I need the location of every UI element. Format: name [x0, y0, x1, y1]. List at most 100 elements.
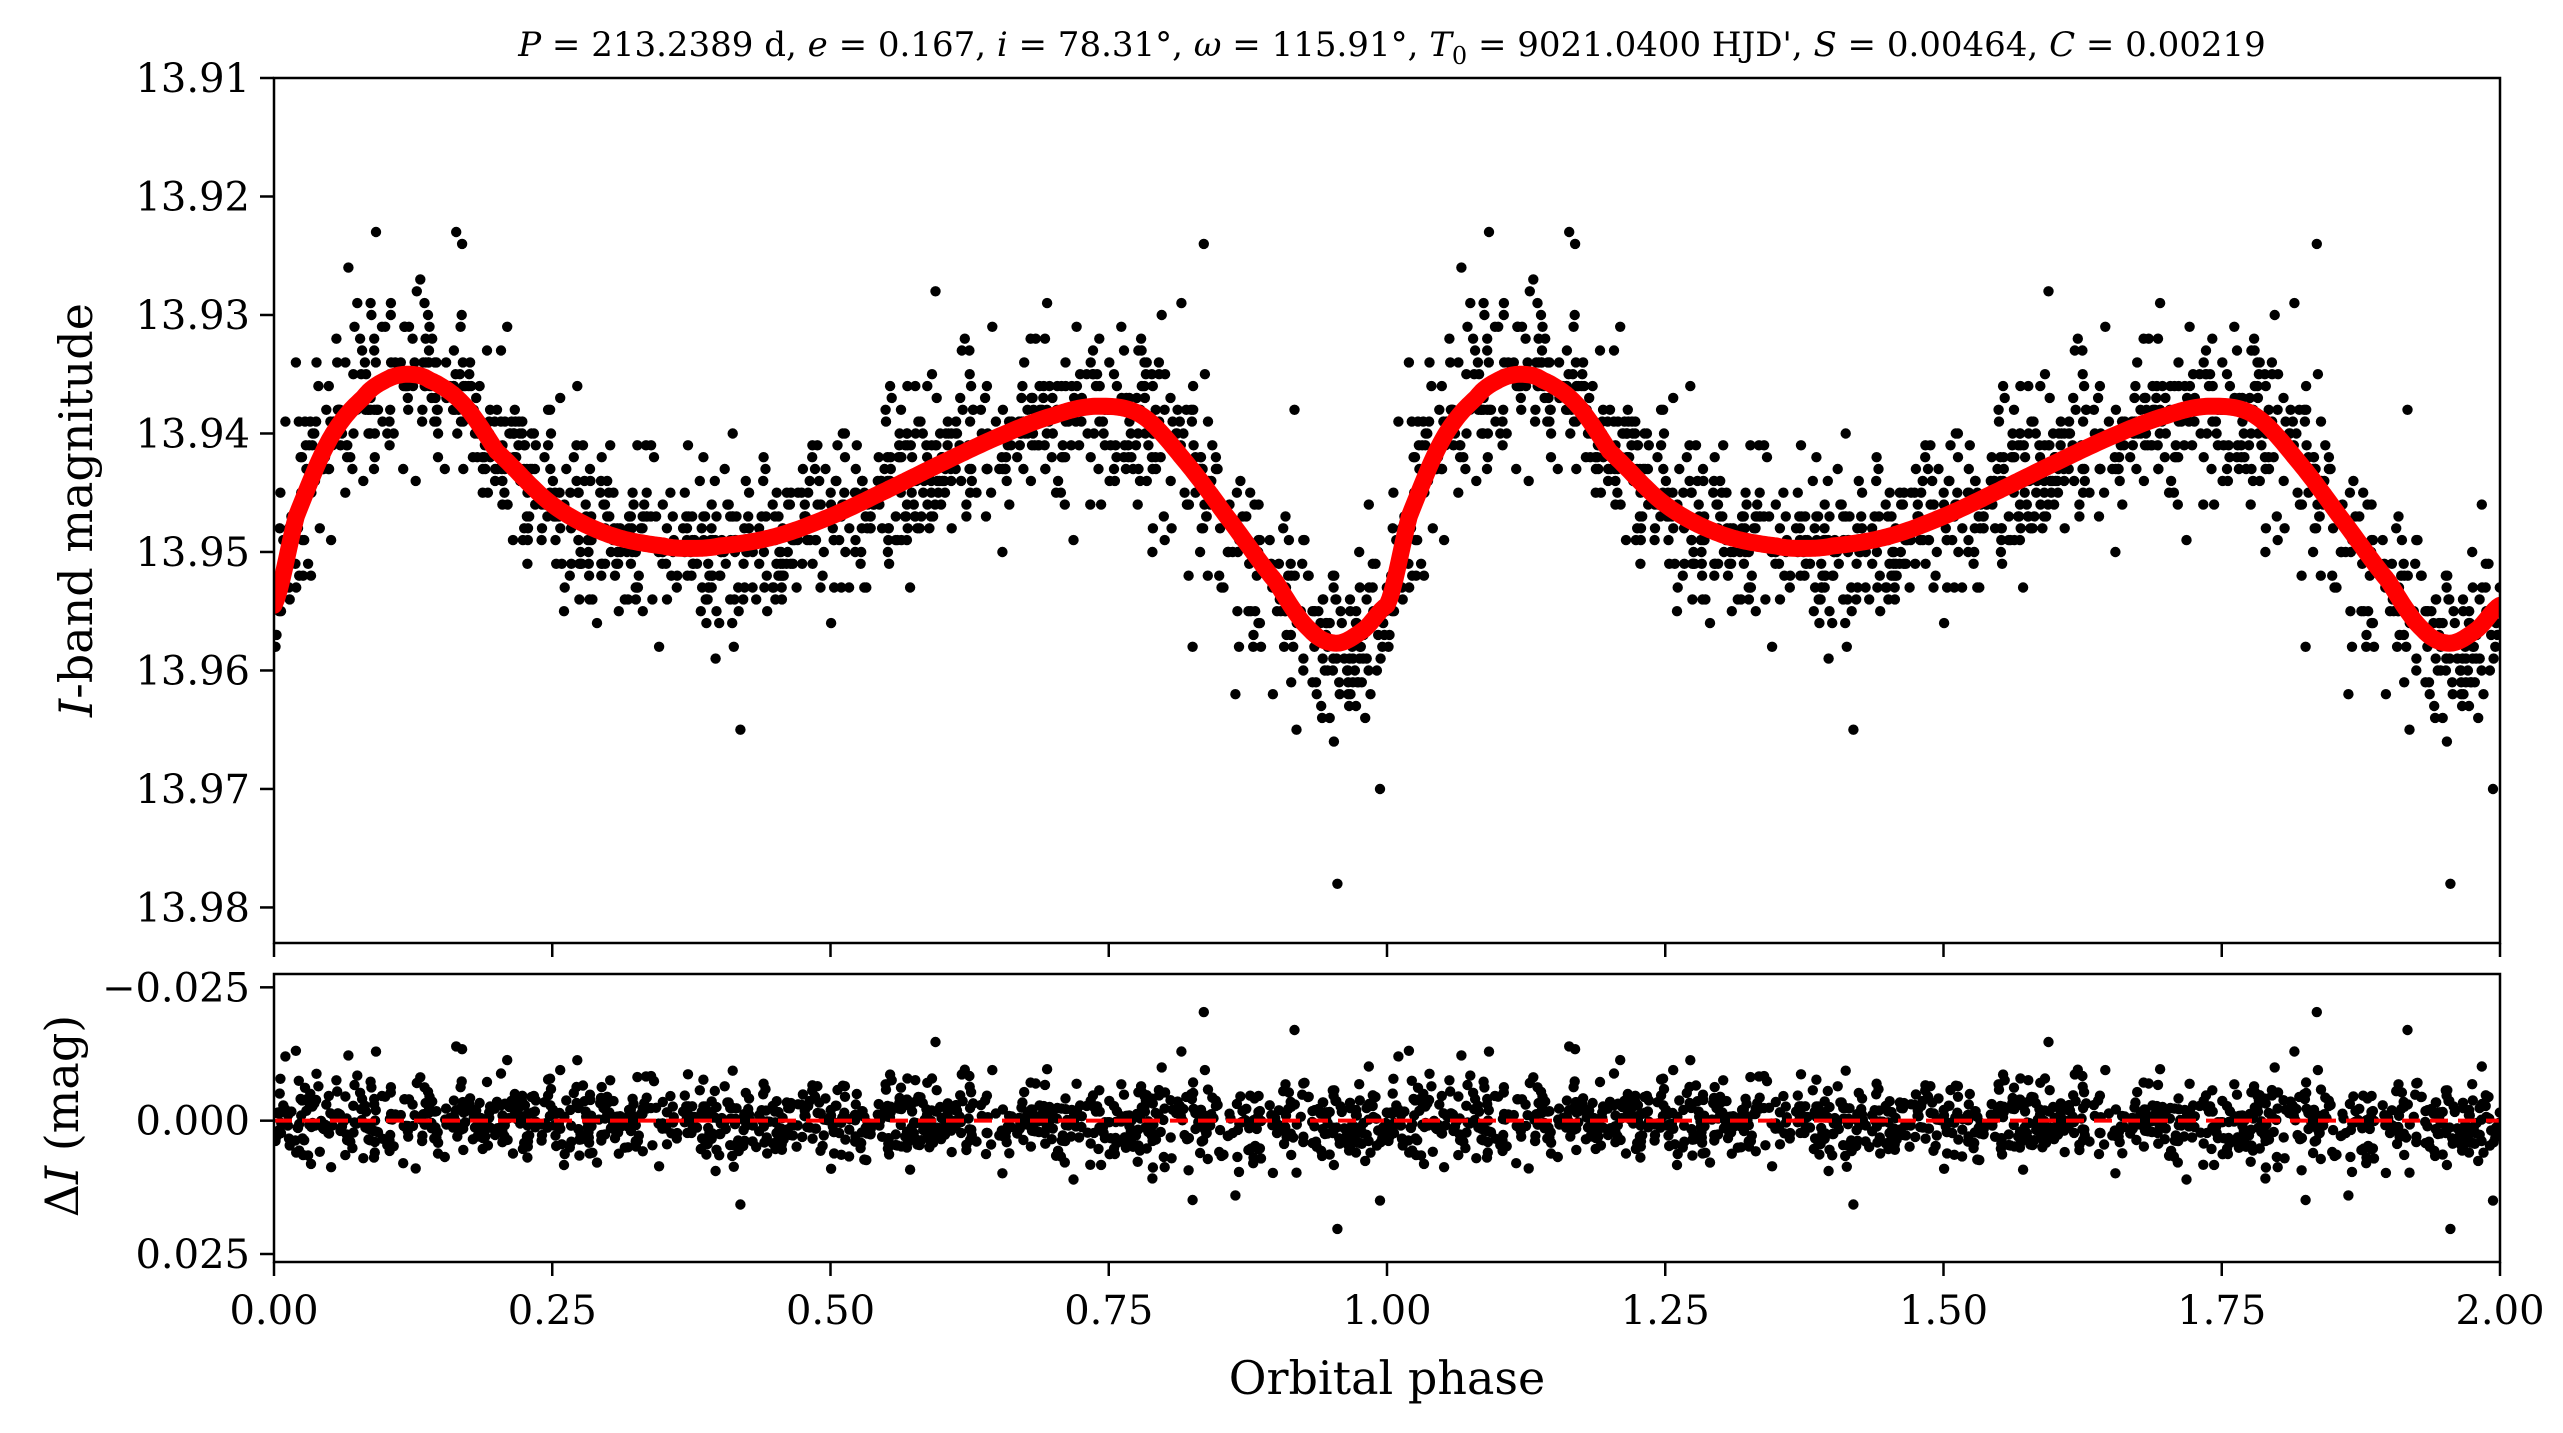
observation-point [1363, 499, 1375, 510]
observation-point [2074, 499, 2085, 510]
residual-point [1545, 1137, 1557, 1149]
observation-point [950, 416, 962, 427]
residual-point [1456, 1050, 1467, 1061]
observation-point [427, 333, 438, 344]
residual-point [1814, 1149, 1825, 1160]
title-t-value: = 9021.0400 HJD', [1467, 25, 1813, 65]
observation-point [340, 487, 351, 498]
observation-point [1996, 558, 2008, 569]
observation-point [901, 499, 913, 510]
residual-point [1512, 1094, 1523, 1105]
observation-point [696, 523, 707, 534]
observation-point [2070, 404, 2081, 415]
observation-point [1622, 404, 1634, 415]
residual-point [1513, 1120, 1525, 1132]
observation-point [370, 226, 382, 238]
residual-point [385, 1129, 396, 1141]
residual-point [2278, 1132, 2289, 1143]
observation-point [1482, 333, 1493, 344]
residual-point [1198, 1006, 1210, 1018]
residual-point [333, 1108, 344, 1120]
observation-point [2017, 582, 2029, 593]
observation-point [828, 582, 840, 593]
residual-point [1111, 1106, 1123, 1117]
observation-point [1686, 534, 1697, 546]
observation-point [661, 523, 673, 534]
residual-point [398, 1158, 409, 1169]
residual-point [2172, 1157, 2183, 1168]
observation-point [583, 558, 594, 569]
residual-point [1255, 1153, 1267, 1164]
residual-point [1030, 1078, 1041, 1089]
observation-point [1218, 582, 1229, 593]
observation-point [554, 487, 565, 498]
observation-point [1660, 475, 1672, 487]
observation-point [926, 369, 938, 380]
residual-point [1297, 1089, 1308, 1100]
observation-point [1522, 357, 1533, 368]
observation-point [2229, 321, 2240, 332]
residual-point [2186, 1132, 2198, 1143]
residual-point [518, 1100, 530, 1111]
observation-point [738, 594, 749, 605]
observation-point [997, 463, 1008, 475]
observation-point [1328, 653, 1339, 664]
residual-point [1780, 1101, 1792, 1112]
residual-point [1351, 1104, 1362, 1116]
residual-point [565, 1104, 576, 1116]
residual-point [1244, 1123, 1255, 1134]
residual-point [851, 1088, 862, 1100]
observation-point [2110, 463, 2121, 475]
observation-point [706, 499, 717, 510]
residual-point [1664, 1140, 1675, 1152]
observation-point [2168, 487, 2180, 498]
observation-point [1774, 523, 1786, 534]
residual-point [1584, 1105, 1595, 1116]
observation-point [883, 534, 894, 546]
observation-point [836, 582, 847, 593]
residual-point [997, 1168, 1008, 1179]
residual-point [2181, 1110, 2193, 1121]
residual-point [506, 1095, 517, 1107]
residual-point [2476, 1098, 2488, 1110]
residual-point [1139, 1101, 1150, 1112]
observation-point [518, 440, 530, 451]
residual-point [1686, 1102, 1697, 1114]
y-tick-label: 13.98 [135, 885, 250, 931]
observation-point [426, 392, 437, 404]
observation-point [1461, 428, 1472, 439]
residual-point [1166, 1153, 1177, 1164]
observation-point [1770, 499, 1782, 510]
residual-point [555, 1064, 566, 1076]
observation-point [2323, 452, 2335, 463]
observation-point [1273, 558, 1285, 569]
residual-point [2078, 1087, 2090, 1098]
observation-point [812, 499, 823, 510]
observation-point [522, 558, 533, 569]
residual-point [1324, 1149, 1335, 1160]
residual-point [1592, 1126, 1603, 1137]
residual-point [1153, 1084, 1165, 1096]
observation-point [1696, 570, 1708, 581]
observation-point [1631, 440, 1643, 451]
observation-point [2299, 416, 2311, 427]
observation-point [2312, 369, 2324, 380]
residual-point [2393, 1110, 2405, 1122]
residual-point [522, 1152, 533, 1163]
observation-point [1331, 594, 1342, 605]
observation-point [935, 499, 947, 510]
observation-point [787, 558, 799, 569]
observation-point [1816, 558, 1827, 569]
observation-point [1014, 440, 1025, 451]
residual-point [2280, 1104, 2291, 1115]
observation-point [1316, 700, 1327, 712]
observation-point [2396, 534, 2408, 546]
residual-point [2077, 1134, 2089, 1146]
residual-point [517, 1143, 529, 1155]
observation-point [714, 617, 725, 629]
residual-point [1565, 1131, 1576, 1142]
residual-point [1681, 1087, 1693, 1099]
observation-point [481, 345, 493, 356]
residual-point [2315, 1084, 2327, 1095]
residual-point [1986, 1098, 1997, 1110]
